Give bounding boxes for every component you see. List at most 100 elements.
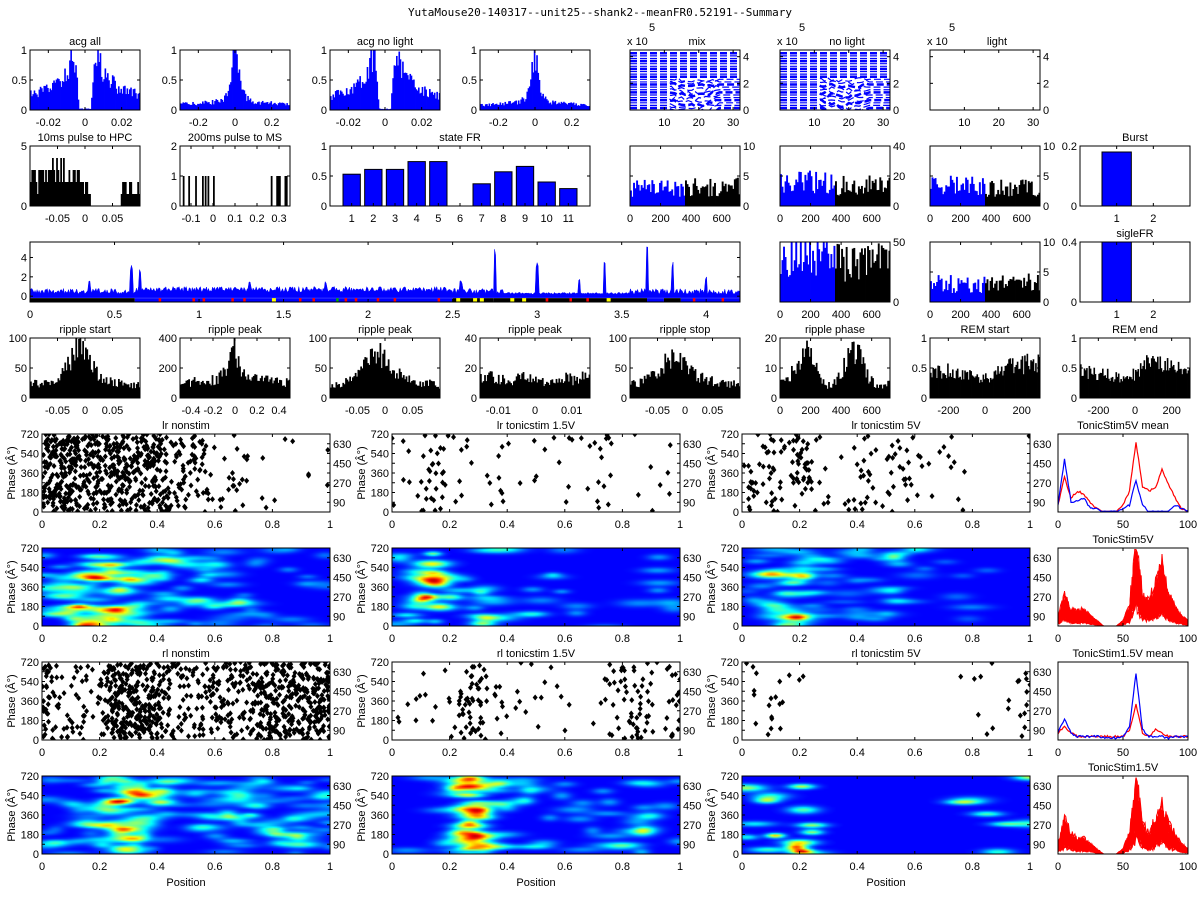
histogram-bar: [204, 100, 207, 110]
histogram-bar: [339, 90, 342, 110]
y-tick-label: 630: [1033, 781, 1051, 793]
spike-marker: [156, 691, 162, 698]
spike-marker: [71, 674, 77, 681]
spike-marker: [432, 434, 438, 439]
histogram-bar: [334, 91, 337, 110]
spike-marker: [430, 460, 436, 467]
state-marker: [569, 298, 572, 302]
histogram-bar: [357, 369, 360, 398]
spike-marker: [885, 489, 891, 496]
histogram-bar: [543, 386, 546, 398]
spike-marker: [68, 682, 74, 689]
subplot-title: TonicStim5V: [1092, 534, 1154, 546]
histogram-bar: [409, 382, 412, 398]
spike-marker: [771, 437, 777, 444]
axes-frame: [1079, 241, 1191, 303]
histogram-bar: [824, 384, 826, 398]
firing-rate-bar: [1004, 284, 1007, 302]
histogram-bar: [1084, 370, 1087, 398]
spike-marker: [317, 666, 323, 673]
firing-rate-bar: [955, 176, 958, 206]
histogram-bar: [1175, 372, 1177, 398]
x-tick-label: 400: [832, 405, 850, 417]
firing-rate-bar: [726, 191, 729, 206]
spike-marker: [64, 712, 70, 719]
histogram-bar: [285, 378, 288, 398]
histogram-bar: [488, 372, 491, 398]
histogram-bar: [1169, 367, 1171, 398]
histogram-bar: [137, 182, 140, 206]
histogram-bar: [237, 356, 240, 398]
x-axis-label: Position: [166, 877, 205, 889]
histogram-bar: [330, 387, 332, 398]
spike-marker: [70, 728, 76, 735]
spike-marker: [105, 717, 111, 724]
histogram-bar: [511, 102, 514, 110]
firing-rate-bar: [662, 190, 665, 206]
spike-marker: [413, 717, 419, 724]
spike-marker: [116, 703, 122, 710]
histogram-bar: [680, 369, 683, 398]
histogram-bar: [697, 378, 700, 398]
histogram-bar: [133, 88, 136, 110]
histogram-bar: [1081, 376, 1083, 398]
histogram-bar: [137, 93, 140, 110]
spike-marker: [42, 731, 48, 738]
spike-marker: [256, 683, 262, 690]
spike-marker: [101, 496, 107, 503]
spike-marker: [765, 731, 771, 738]
spike-marker: [317, 696, 323, 703]
spike-marker: [306, 471, 312, 478]
histogram-bar: [222, 101, 225, 110]
spike-marker: [44, 481, 50, 488]
spike-marker: [296, 682, 302, 689]
spike-marker: [300, 736, 306, 740]
spike-marker: [216, 714, 222, 721]
spike-marker: [314, 693, 320, 700]
firing-rate-bar: [986, 196, 989, 206]
y-tick-label: 0.4: [1062, 237, 1077, 249]
histogram-bar: [100, 76, 103, 110]
spike-marker: [677, 676, 680, 683]
spike-marker: [286, 687, 292, 694]
histogram-bar: [420, 386, 423, 398]
histogram-bar: [1088, 365, 1091, 398]
spike-marker: [50, 443, 56, 450]
y-tick-label: 180: [371, 830, 389, 842]
spike-marker: [858, 500, 864, 507]
firing-rate-bar: [819, 179, 822, 206]
histogram-bar: [583, 379, 585, 398]
x-tick-label: 0: [927, 309, 933, 321]
histogram-bar: [522, 372, 525, 398]
histogram-bar: [997, 366, 999, 398]
firing-rate-bar: [854, 266, 857, 302]
histogram-bar: [332, 387, 335, 398]
histogram-bar: [78, 108, 81, 110]
spike-marker: [463, 696, 469, 703]
spike-marker: [906, 459, 912, 466]
firing-rate-bar: [844, 192, 847, 206]
y-tick-label: 1: [321, 45, 327, 57]
histogram-bar: [389, 370, 391, 398]
spike-marker: [242, 665, 248, 672]
spike-marker: [946, 453, 952, 460]
firing-rate-bar: [825, 192, 828, 206]
histogram-bar: [57, 170, 60, 206]
spike-marker: [73, 691, 79, 698]
spike-marker: [137, 734, 143, 740]
histogram-bar: [126, 384, 129, 398]
spike-marker: [205, 496, 211, 503]
firing-rate-bar: [665, 186, 668, 206]
x-tick-label: 0: [82, 213, 88, 225]
spike-marker: [809, 458, 815, 465]
spike-marker: [133, 682, 139, 689]
histogram-bar: [42, 170, 45, 206]
histogram-bar: [1135, 369, 1137, 398]
histogram-bar: [285, 176, 288, 206]
histogram-bar: [956, 368, 959, 398]
spike-marker: [767, 475, 773, 482]
firing-rate-bar: [839, 268, 842, 302]
histogram-bar: [74, 170, 76, 206]
spike-marker: [81, 703, 87, 710]
histogram-bar: [535, 376, 537, 398]
